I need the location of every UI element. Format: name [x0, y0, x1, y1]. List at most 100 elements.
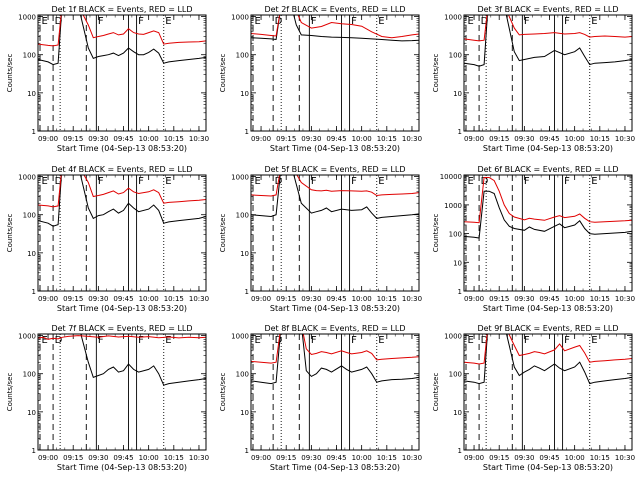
event-marker-label: F — [564, 176, 570, 187]
panel-det-8: Det 8f BLACK = Events, RED = LLD Counts/s… — [219, 324, 422, 472]
y-tick-label: 100 — [449, 52, 462, 60]
x-tick-label: 09:15 — [63, 454, 83, 462]
plot-frame — [37, 174, 207, 292]
x-tick-label: 09:45 — [326, 454, 346, 462]
x-tick-label: 09:00 — [38, 135, 58, 143]
y-tick-label: 1000 — [18, 14, 36, 22]
y-tick-label: 100 — [236, 52, 249, 60]
event-marker-label: E — [165, 16, 171, 27]
y-tick-label: 100 — [23, 212, 36, 220]
y-tick-label: 1000 — [444, 202, 462, 210]
event-marker-label: F — [98, 176, 104, 187]
series-line-events — [80, 334, 206, 386]
y-tick-label: 1000 — [231, 333, 249, 341]
event-marker-label: E — [42, 16, 48, 27]
event-marker-label: F — [351, 16, 357, 27]
panel-det-4: Det 4f BLACK = Events, RED = LLD Counts/s… — [6, 165, 209, 313]
x-tick-label: 10:30 — [615, 135, 635, 143]
series-line-lld — [464, 177, 632, 224]
x-tick-label: 09:00 — [464, 295, 484, 303]
x-tick-label: 09:45 — [113, 454, 133, 462]
chart-title: Det 7f BLACK = Events, RED = LLD — [51, 324, 192, 333]
event-marker-label: E — [42, 176, 48, 187]
x-tick-label: 09:15 — [489, 454, 509, 462]
x-tick-label: 10:15 — [164, 135, 184, 143]
x-tick-label: 09:30 — [301, 135, 321, 143]
x-tick-label: 10:00 — [352, 454, 372, 462]
x-tick-label: 10:30 — [189, 135, 209, 143]
x-tick-label: 10:15 — [164, 454, 184, 462]
y-tick-label: 1 — [245, 288, 249, 296]
y-tick-label: 10 — [240, 409, 249, 417]
chart-title: Det 8f BLACK = Events, RED = LLD — [264, 324, 405, 333]
y-tick-label: 1000 — [444, 14, 462, 22]
panel-det-3: Det 3f BLACK = Events, RED = LLD Counts/s… — [432, 5, 635, 153]
panel-det-1: Det 1f BLACK = Events, RED = LLD Counts/s… — [6, 5, 209, 153]
series-line-events — [464, 15, 632, 67]
x-axis-label: Start Time (04-Sep-13 08:53:20) — [57, 144, 187, 153]
y-tick-label: 1 — [32, 288, 36, 296]
x-tick-label: 10:15 — [590, 135, 610, 143]
y-tick-label: 1 — [32, 128, 36, 136]
x-tick-label: 09:45 — [539, 454, 559, 462]
event-marker-label: F — [138, 16, 144, 27]
x-tick-label: 09:45 — [113, 135, 133, 143]
event-marker-label: F — [524, 176, 530, 187]
x-tick-label: 09:45 — [326, 295, 346, 303]
y-tick-label: 10 — [453, 90, 462, 98]
series-line-events — [251, 175, 419, 219]
series-line-events — [38, 175, 206, 227]
x-tick-label: 09:30 — [514, 135, 534, 143]
x-tick-label: 09:30 — [514, 295, 534, 303]
event-marker-label: E — [255, 176, 261, 187]
series-line-lld — [464, 15, 632, 42]
event-marker-label: F — [351, 335, 357, 346]
event-marker-label: E — [591, 16, 597, 27]
event-marker-label: F — [524, 16, 530, 27]
x-tick-label: 10:00 — [139, 295, 159, 303]
x-tick-label: 09:30 — [514, 454, 534, 462]
y-tick-label: 1 — [32, 447, 36, 455]
y-tick-label: 1000 — [18, 333, 36, 341]
event-marker-label: D — [55, 16, 63, 27]
x-axis-label: Start Time (04-Sep-13 08:53:20) — [270, 304, 400, 313]
x-tick-label: 10:00 — [565, 454, 585, 462]
event-marker-label: D — [55, 176, 63, 187]
y-tick-label: 10 — [240, 90, 249, 98]
y-tick-label: 1000 — [231, 174, 249, 182]
event-marker-label: F — [564, 16, 570, 27]
y-axis-label: Counts/sec — [219, 214, 227, 253]
plot-frame — [463, 333, 633, 451]
event-marker-label: F — [564, 335, 570, 346]
x-tick-label: 09:15 — [489, 295, 509, 303]
event-marker-label: E — [468, 16, 474, 27]
y-axis-label: Counts/sec — [432, 54, 440, 93]
x-tick-label: 10:00 — [139, 454, 159, 462]
x-tick-label: 10:15 — [377, 295, 397, 303]
x-tick-label: 09:15 — [63, 295, 83, 303]
y-tick-label: 10 — [453, 259, 462, 267]
x-tick-label: 10:30 — [615, 295, 635, 303]
event-marker-label: D — [55, 335, 63, 346]
event-marker-label: E — [468, 176, 474, 187]
event-marker-label: E — [165, 335, 171, 346]
event-marker-label: F — [524, 335, 530, 346]
x-axis-label: Start Time (04-Sep-13 08:53:20) — [270, 144, 400, 153]
event-marker-label: F — [98, 335, 104, 346]
x-tick-label: 09:00 — [464, 135, 484, 143]
event-marker-label: E — [165, 176, 171, 187]
series-line-lld — [464, 334, 632, 365]
event-marker-label: D — [481, 16, 489, 27]
y-axis-label: Counts/sec — [6, 373, 14, 412]
y-tick-label: 10 — [27, 250, 36, 258]
chart-title: Det 2f BLACK = Events, RED = LLD — [264, 5, 405, 14]
x-tick-label: 10:30 — [402, 135, 422, 143]
y-axis-label: Counts/sec — [6, 214, 14, 253]
x-tick-label: 10:00 — [565, 135, 585, 143]
chart-title: Det 3f BLACK = Events, RED = LLD — [477, 5, 618, 14]
x-tick-label: 09:30 — [88, 135, 108, 143]
y-tick-label: 1 — [458, 128, 462, 136]
panel-det-5: Det 5f BLACK = Events, RED = LLD Counts/s… — [219, 165, 422, 313]
plot-frame — [37, 333, 207, 451]
